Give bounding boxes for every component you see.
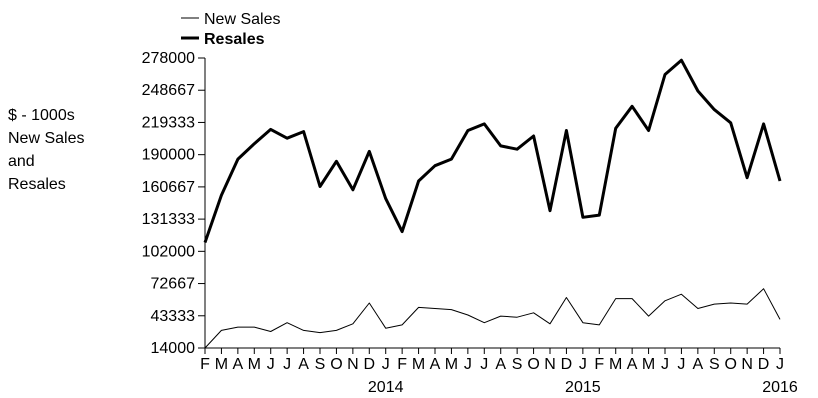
series-line-new-sales: [204, 288, 781, 349]
x-tick-label: O: [724, 356, 736, 373]
x-tick-label: M: [248, 356, 261, 373]
x-tick-label: J: [579, 356, 587, 373]
y-axis-label-line: New Sales: [8, 130, 84, 147]
x-tick-label: N: [347, 356, 359, 373]
x-tick-label: S: [709, 356, 720, 373]
legend-label-new-sales: New Sales: [204, 11, 280, 28]
legend: New Sales Resales: [181, 11, 280, 48]
x-tick-label: O: [527, 356, 539, 373]
x-tick-label: M: [642, 356, 655, 373]
x-tick-label: J: [677, 356, 685, 373]
y-axis-label: $ - 1000s New Sales and Resales: [8, 107, 84, 193]
x-tick-label: D: [364, 356, 376, 373]
x-tick-label: A: [693, 356, 704, 373]
x-year-label: 2016: [762, 379, 798, 396]
x-tick-label: O: [330, 356, 342, 373]
x-tick-label: J: [382, 356, 390, 373]
x-tick-label: J: [464, 356, 472, 373]
x-year-label: 2014: [368, 379, 404, 396]
axes: [204, 58, 780, 349]
y-tick-label: 278000: [142, 50, 195, 67]
x-tick-label: M: [412, 356, 425, 373]
x-tick-label: M: [609, 356, 622, 373]
y-tick-label: 219333: [142, 114, 195, 131]
y-tick-label: 190000: [142, 147, 195, 164]
x-tick-label: A: [298, 356, 309, 373]
y-tick-label: 102000: [142, 243, 195, 260]
x-tick-label: M: [445, 356, 458, 373]
y-axis-label-line: and: [8, 153, 35, 170]
y-axis-label-line: $ - 1000s: [8, 107, 75, 124]
y-tick-label: 160667: [142, 179, 195, 196]
x-tick-label: M: [215, 356, 228, 373]
x-tick-label: N: [741, 356, 753, 373]
x-axis-ticks: F M A M J J A S O N D J F M A M J J A S O N D J F M A M J J A S O N D J2014…: [200, 348, 798, 396]
x-tick-label: S: [512, 356, 523, 373]
x-tick-label: A: [430, 356, 441, 373]
x-tick-label: S: [315, 356, 326, 373]
y-tick-label: 131333: [142, 211, 195, 228]
y-axis-ticks: 278000 248667 219333 190000 160667 131333 1020…: [142, 50, 205, 357]
x-year-label: 2015: [565, 379, 601, 396]
x-tick-label: J: [283, 356, 291, 373]
series-line-resales: [203, 58, 782, 243]
x-tick-label: J: [480, 356, 488, 373]
y-tick-label: 43333: [151, 308, 196, 325]
y-axis-label-line: Resales: [8, 176, 66, 193]
x-tick-label: J: [661, 356, 669, 373]
legend-label-resales: Resales: [204, 31, 265, 48]
x-tick-label: F: [594, 356, 604, 373]
y-tick-label: 14000: [151, 340, 196, 357]
x-tick-label: F: [397, 356, 407, 373]
x-tick-label: D: [758, 356, 770, 373]
x-tick-label: D: [561, 356, 573, 373]
series-lines: [203, 58, 782, 349]
x-tick-label: J: [776, 356, 784, 373]
x-tick-label: N: [544, 356, 556, 373]
x-tick-label: A: [233, 356, 244, 373]
x-tick-label: A: [495, 356, 506, 373]
y-tick-label: 72667: [151, 276, 196, 293]
x-tick-label: A: [627, 356, 638, 373]
x-tick-label: J: [267, 356, 275, 373]
y-tick-label: 248667: [142, 82, 195, 99]
x-tick-label: F: [200, 356, 210, 373]
